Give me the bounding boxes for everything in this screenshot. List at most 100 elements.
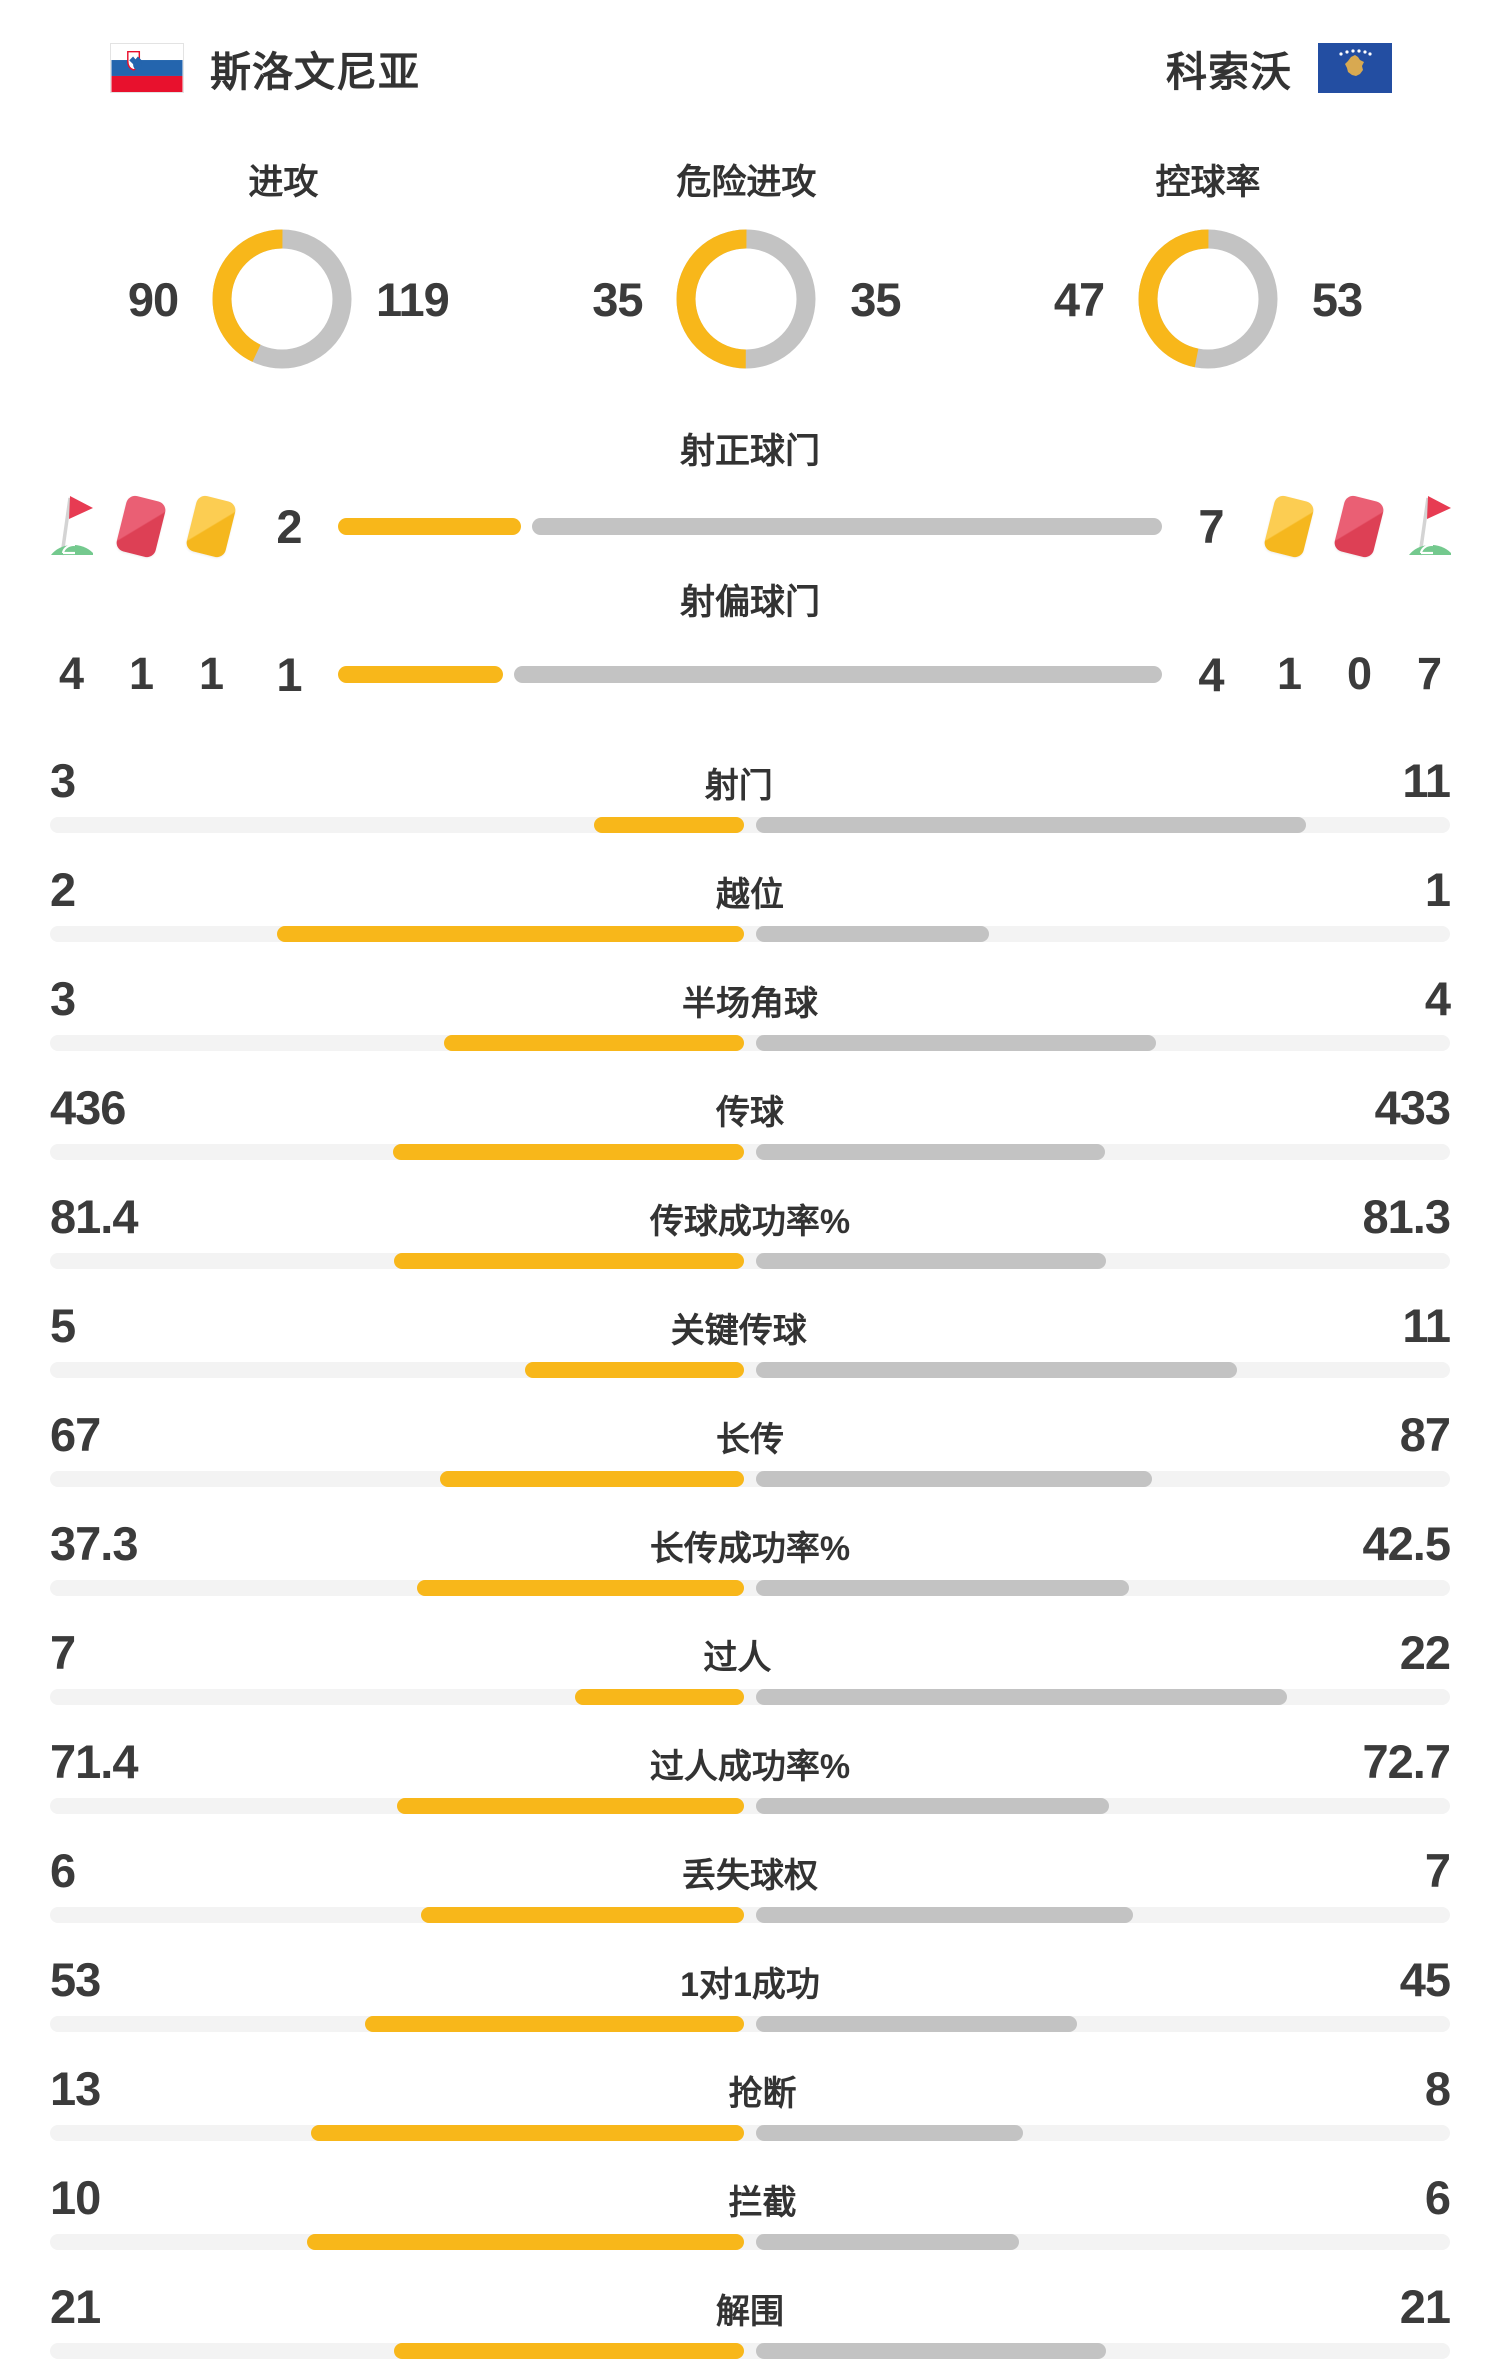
stat-label: 长传成功率% <box>649 1530 851 1568</box>
stat-home-value: 3 <box>50 972 76 1025</box>
away-team: 科索沃 <box>1166 38 1392 98</box>
stat-label: 越位 <box>716 876 784 914</box>
yellow-card-icon <box>1262 493 1316 559</box>
stat-home-bar <box>365 2016 744 2032</box>
possession-donut-chart <box>1138 229 1278 369</box>
stat-home-bar <box>594 817 744 833</box>
stat-label: 1对1成功 <box>680 1966 820 2004</box>
stat-home-value: 37.3 <box>50 1517 138 1570</box>
stat-home-bar <box>277 926 744 942</box>
slovenia-flag-icon <box>110 43 184 93</box>
stat-home-value: 67 <box>50 1408 101 1461</box>
stat-row: 5 关键传球 11 <box>50 1280 1451 1389</box>
stat-row: 81.4 传球成功率% 81.3 <box>50 1171 1451 1280</box>
possession-title: 控球率 <box>1155 163 1261 202</box>
stat-away-value: 42.5 <box>1362 1517 1451 1570</box>
stat-away-bar <box>756 2343 1106 2359</box>
stat-label: 传球成功率% <box>649 1203 851 1241</box>
stat-away-value: 4 <box>1424 972 1451 1025</box>
stat-away-bar <box>756 2234 1019 2250</box>
stat-away-value: 1 <box>1424 863 1451 916</box>
stat-bar-track <box>50 1907 1450 1923</box>
shots-on-target-title: 射正球门 <box>679 432 820 471</box>
stat-label: 抢断 <box>728 2075 797 2113</box>
corner-flag-icon <box>51 496 93 556</box>
stat-away-value: 8 <box>1424 2062 1451 2115</box>
stat-label: 过人成功率% <box>649 1748 851 1786</box>
stat-bar-track <box>50 1362 1450 1378</box>
stat-row: 7 过人 22 <box>50 1607 1451 1716</box>
home-team: 斯洛文尼亚 <box>110 38 420 98</box>
stat-row: 13 抢断 8 <box>50 2043 1451 2152</box>
stat-row: 3 半场角球 4 <box>50 953 1451 1062</box>
stat-home-value: 6 <box>50 1844 76 1897</box>
away-yellow-cards-count: 1 <box>1276 648 1302 699</box>
shots-on-target-home-bar <box>338 517 522 535</box>
home-yellow-cards-count: 1 <box>198 648 224 699</box>
stat-away-value: 433 <box>1374 1081 1451 1134</box>
stat-bar-track <box>50 1798 1450 1814</box>
dangerous-attacks-block: 危险进攻 35 35 <box>582 154 910 369</box>
stat-bar-track <box>50 817 1450 833</box>
possession-block: 控球率 47 53 <box>1044 154 1372 369</box>
shots-on-target-bar <box>338 517 1162 535</box>
stat-away-value: 11 <box>1402 754 1451 807</box>
stat-away-bar <box>756 1144 1105 1160</box>
stat-bar-track <box>50 2234 1450 2250</box>
stat-row: 436 传球 433 <box>50 1062 1451 1171</box>
shots-on-target-home-value: 2 <box>276 499 302 553</box>
stat-away-bar <box>756 1689 1288 1705</box>
stat-away-bar <box>756 1362 1238 1378</box>
stat-away-value: 81.3 <box>1362 1190 1451 1243</box>
stat-away-bar <box>756 817 1307 833</box>
overview-donuts: 进攻 90 119 危险进攻 35 35 控球率 47 53 <box>0 154 1500 369</box>
stat-row: 67 长传 87 <box>50 1389 1451 1498</box>
stat-away-bar <box>756 1035 1156 1051</box>
stat-label: 过人 <box>703 1639 772 1677</box>
stat-label: 射门 <box>704 767 773 805</box>
stats-list: 3 射门 11 2 越位 1 3 半场角球 4 436 传球 433 81.4 传球成功率% 81.3 5 关键… <box>0 735 1500 2370</box>
stat-bar-track <box>50 1471 1450 1487</box>
stat-home-bar <box>397 1798 744 1814</box>
stat-home-bar <box>394 2343 744 2359</box>
dangerous-attacks-away-value: 35 <box>850 272 901 326</box>
stat-bar-track <box>50 1689 1450 1705</box>
stat-away-value: 7 <box>1424 1844 1451 1897</box>
stat-row: 2 越位 1 <box>50 844 1451 953</box>
stat-away-bar <box>756 926 990 942</box>
attacks-away-value: 119 <box>376 272 450 326</box>
stat-away-value: 22 <box>1399 1626 1451 1679</box>
stat-row: 37.3 长传成功率% 42.5 <box>50 1498 1451 1607</box>
stat-row: 3 射门 11 <box>50 735 1451 844</box>
away-team-name: 科索沃 <box>1166 49 1292 95</box>
stat-label: 拦截 <box>728 2184 797 2222</box>
yellow-card-icon <box>184 493 238 559</box>
dangerous-attacks-title: 危险进攻 <box>676 163 817 202</box>
stat-bar-track <box>50 926 1450 942</box>
stat-away-value: 11 <box>1402 1299 1451 1352</box>
possession-away-value: 53 <box>1311 272 1363 326</box>
stat-away-bar <box>756 1798 1110 1814</box>
stat-away-value: 6 <box>1424 2171 1451 2224</box>
stat-bar-track <box>50 1035 1450 1051</box>
stat-home-bar <box>443 1035 744 1051</box>
kosovo-flag-icon <box>1318 43 1392 93</box>
stat-bar-track <box>50 1144 1450 1160</box>
stat-home-bar <box>306 2234 744 2250</box>
red-card-icon <box>114 493 168 559</box>
shots-off-target-title: 射偏球门 <box>679 583 820 622</box>
dangerous-attacks-home-value: 35 <box>592 272 643 326</box>
stat-bar-track <box>50 2343 1450 2359</box>
stat-away-value: 45 <box>1399 1953 1451 2006</box>
stat-away-value: 72.7 <box>1362 1735 1451 1788</box>
home-team-name: 斯洛文尼亚 <box>210 49 420 95</box>
stat-away-bar <box>756 1580 1129 1596</box>
stat-home-value: 5 <box>50 1299 76 1352</box>
stat-away-bar <box>756 1907 1133 1923</box>
stat-label: 丢失球权 <box>682 1857 818 1895</box>
match-header: 斯洛文尼亚 科索沃 <box>0 0 1500 98</box>
stat-home-bar <box>420 1907 744 1923</box>
stat-bar-track <box>50 1253 1450 1269</box>
stat-home-bar <box>575 1689 744 1705</box>
possession-home-value: 47 <box>1053 272 1105 326</box>
